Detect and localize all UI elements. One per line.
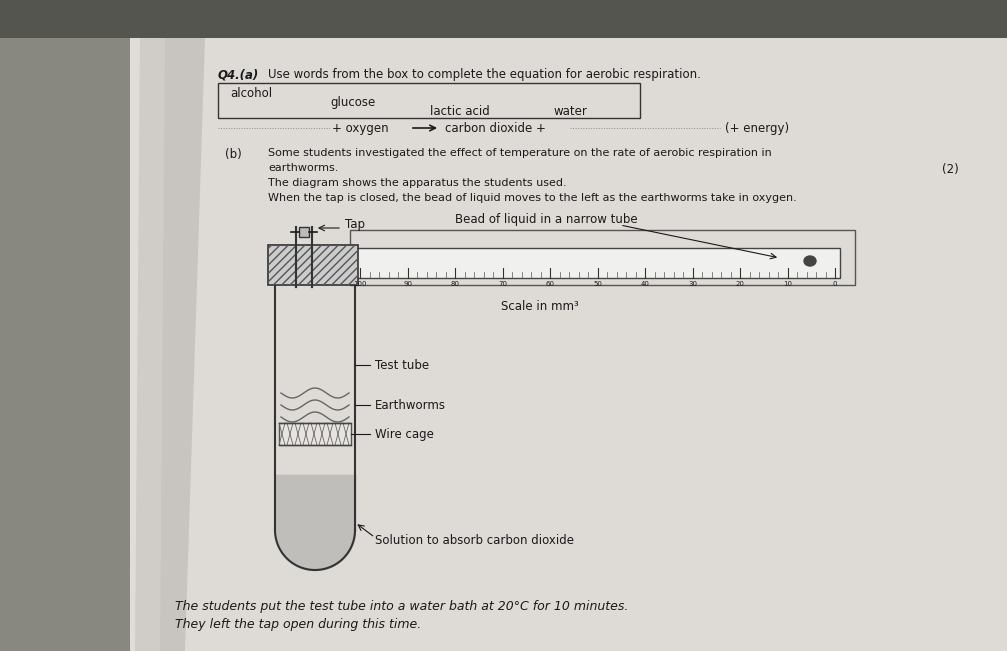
Text: When the tap is closed, the bead of liquid moves to the left as the earthworms t: When the tap is closed, the bead of liqu… <box>268 193 797 203</box>
Text: earthworms.: earthworms. <box>268 163 338 173</box>
Polygon shape <box>135 38 200 651</box>
Text: 0: 0 <box>833 281 837 287</box>
Text: 60: 60 <box>546 281 555 287</box>
Text: Earthworms: Earthworms <box>375 399 446 412</box>
Text: Tap: Tap <box>345 218 365 231</box>
Bar <box>355 248 840 278</box>
Text: The students put the test tube into a water bath at 20°C for 10 minutes.: The students put the test tube into a wa… <box>175 600 628 613</box>
Text: Some students investigated the effect of temperature on the rate of aerobic resp: Some students investigated the effect of… <box>268 148 771 158</box>
Text: carbon dioxide +: carbon dioxide + <box>445 122 546 135</box>
Text: alcohol: alcohol <box>230 87 272 100</box>
Text: Wire cage: Wire cage <box>375 428 434 441</box>
Bar <box>299 227 309 237</box>
Text: 100: 100 <box>353 281 367 287</box>
Text: They left the tap open during this time.: They left the tap open during this time. <box>175 618 421 631</box>
Bar <box>350 230 855 285</box>
Ellipse shape <box>804 256 816 266</box>
Text: 50: 50 <box>593 281 602 287</box>
Text: Q4.(a): Q4.(a) <box>218 68 259 81</box>
Text: 20: 20 <box>735 281 744 287</box>
Text: (+ energy): (+ energy) <box>725 122 789 135</box>
Text: Bead of liquid in a narrow tube: Bead of liquid in a narrow tube <box>455 213 637 226</box>
Text: + oxygen: + oxygen <box>332 122 389 135</box>
Text: Solution to absorb carbon dioxide: Solution to absorb carbon dioxide <box>375 534 574 547</box>
Text: (2): (2) <box>942 163 959 176</box>
Bar <box>218 83 640 118</box>
Text: 10: 10 <box>783 281 792 287</box>
Bar <box>268 245 358 285</box>
Polygon shape <box>275 475 355 530</box>
Text: Use words from the box to complete the equation for aerobic respiration.: Use words from the box to complete the e… <box>268 68 701 81</box>
Text: 70: 70 <box>498 281 507 287</box>
Polygon shape <box>160 38 210 651</box>
Text: The diagram shows the apparatus the students used.: The diagram shows the apparatus the stud… <box>268 178 567 188</box>
Text: lactic acid: lactic acid <box>430 105 489 118</box>
Text: glucose: glucose <box>330 96 376 109</box>
Text: 30: 30 <box>688 281 697 287</box>
Polygon shape <box>0 0 130 651</box>
Text: 40: 40 <box>640 281 650 287</box>
Text: (b): (b) <box>225 148 242 161</box>
Polygon shape <box>130 0 1007 651</box>
Text: Test tube: Test tube <box>375 359 429 372</box>
Bar <box>279 423 351 445</box>
Text: 90: 90 <box>403 281 412 287</box>
Text: Scale in mm³: Scale in mm³ <box>501 300 579 313</box>
Bar <box>0 0 1007 38</box>
Text: 80: 80 <box>450 281 459 287</box>
Bar <box>268 245 358 285</box>
Polygon shape <box>185 38 1007 651</box>
Text: water: water <box>553 105 587 118</box>
